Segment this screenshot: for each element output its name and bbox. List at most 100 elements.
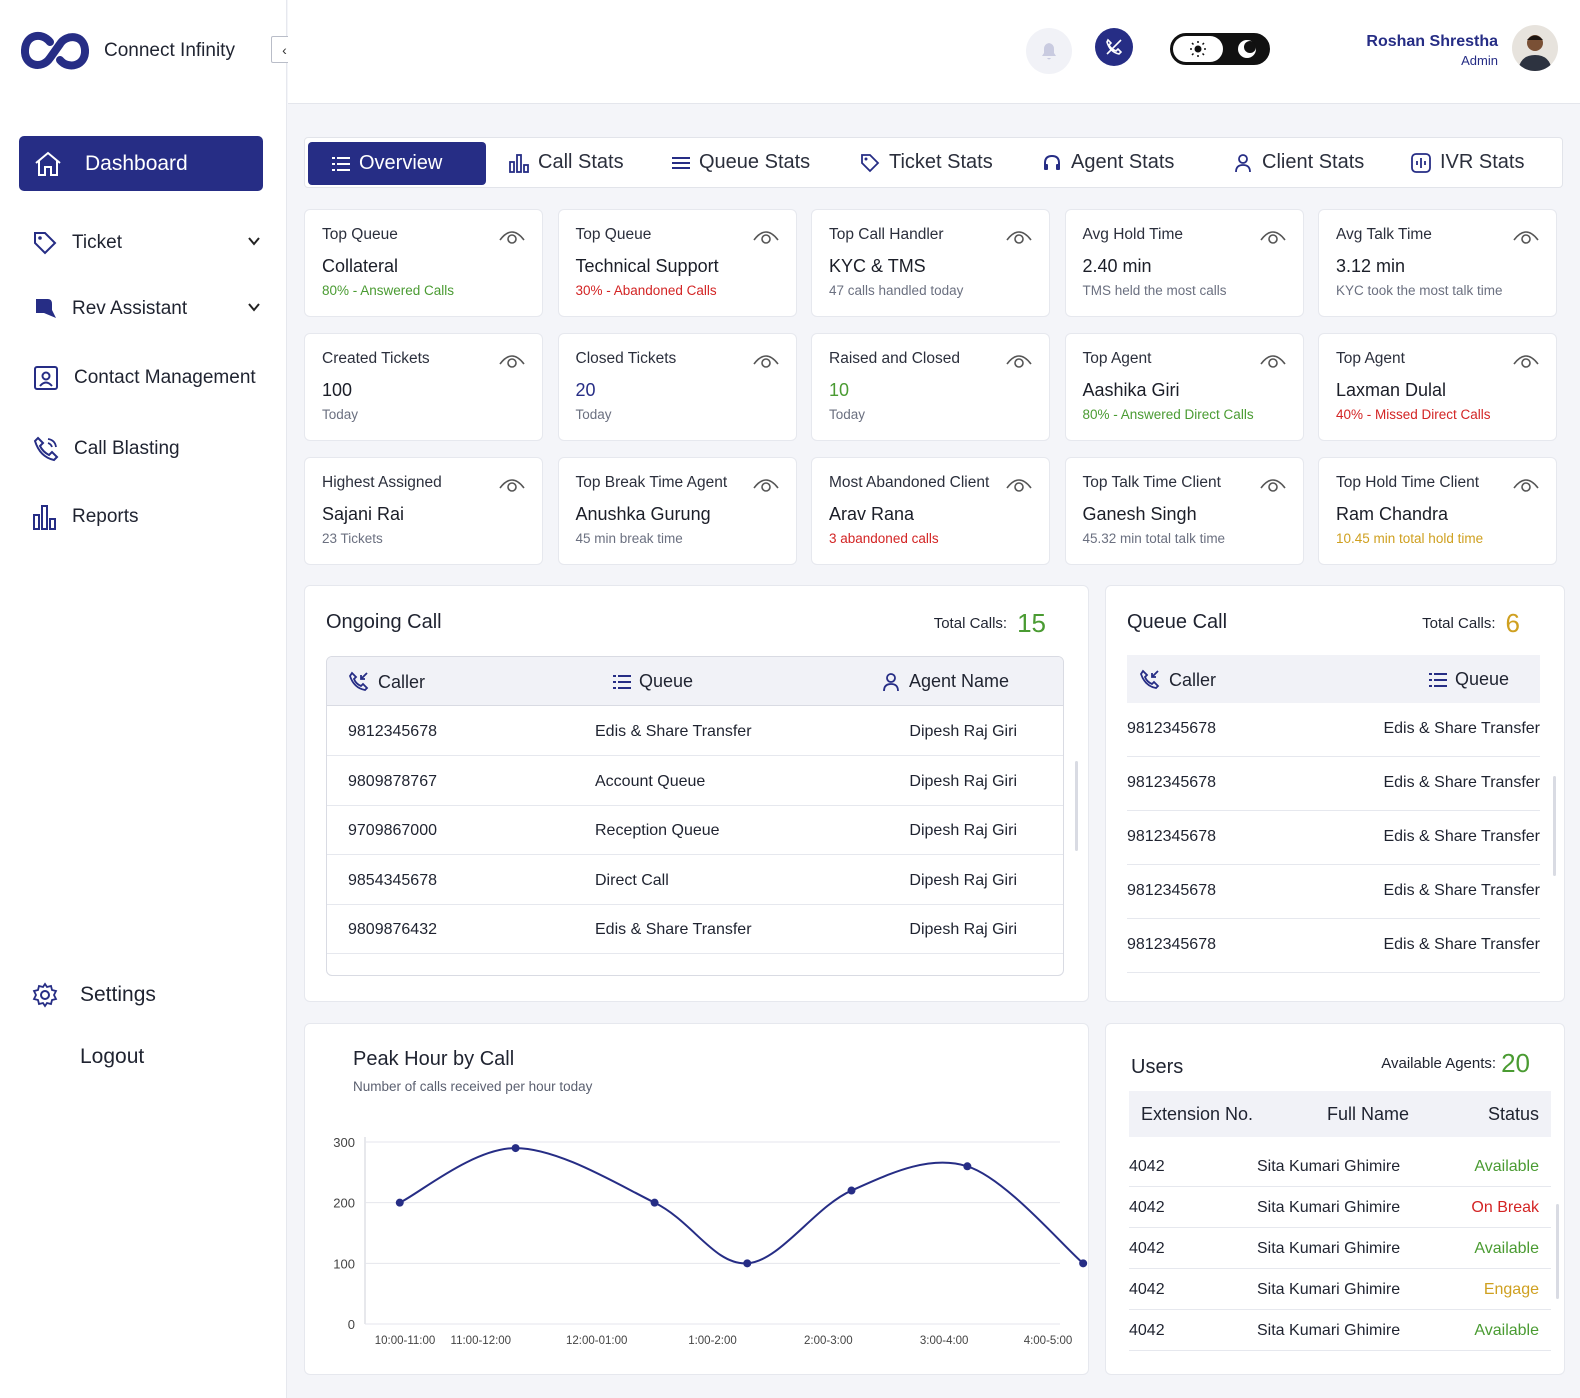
eye-icon[interactable] (498, 474, 526, 494)
header-label: Caller (1169, 669, 1217, 690)
stat-card: Avg Talk Time 3.12 min KYC took the most… (1318, 209, 1557, 317)
table-row[interactable]: 9812345678 Edis & Share Transfer Dipesh … (327, 706, 1063, 756)
queue-name: Edis & Share Transfer (1383, 936, 1540, 953)
card-title: Most Abandoned Client (829, 474, 990, 491)
card-subtext: 30% - Abandoned Calls (575, 283, 717, 298)
agent-name: Dipesh Raj Giri (909, 921, 1017, 938)
tab-queue-stats[interactable]: Queue Stats (672, 138, 810, 187)
logout-button[interactable]: Logout (80, 1045, 144, 1069)
call-toggle-button[interactable] (1095, 28, 1133, 66)
tab-label: Queue Stats (699, 151, 811, 173)
eye-icon[interactable] (1512, 226, 1540, 246)
series-line (399, 1147, 1084, 1265)
data-point[interactable] (847, 1186, 856, 1195)
data-point[interactable] (650, 1198, 659, 1207)
eye-icon[interactable] (1005, 474, 1033, 494)
scrollbar[interactable] (1556, 1204, 1559, 1299)
scrollbar[interactable] (1553, 776, 1556, 876)
eye-icon[interactable] (1512, 350, 1540, 370)
status-badge: Available (1474, 1322, 1539, 1339)
eye-icon[interactable] (498, 226, 526, 246)
table-row[interactable]: 9812345678 Edis & Share Transfer (1127, 703, 1540, 757)
logo[interactable]: Connect Infinity (20, 30, 235, 72)
tab-label: IVR Stats (1440, 151, 1525, 173)
ivr-icon (1411, 152, 1431, 173)
table-row[interactable]: 9809876432 Edis & Share Transfer Dipesh … (327, 904, 1063, 954)
sidebar-item-rev-assistant[interactable]: Rev Assistant (32, 296, 272, 322)
tab-label: Ticket Stats (889, 151, 993, 173)
eye-icon[interactable] (1005, 350, 1033, 370)
list-icon (332, 156, 350, 171)
sidebar-item-call-blasting[interactable]: Call Blasting (32, 435, 180, 463)
tab-agent-stats[interactable]: Agent Stats (1042, 138, 1174, 187)
eye-icon[interactable] (752, 350, 780, 370)
table-row[interactable]: 4042 Sita Kumari Ghimire Available (1129, 1310, 1551, 1351)
sidebar-item-ticket[interactable]: Ticket (32, 230, 272, 256)
eye-icon[interactable] (752, 226, 780, 246)
extension-no: 4042 (1129, 1281, 1165, 1298)
table-row[interactable]: 4042 Sita Kumari Ghimire Available (1129, 1146, 1551, 1187)
sidebar-item-reports[interactable]: Reports (32, 503, 139, 531)
tab-ticket-stats[interactable]: Ticket Stats (860, 138, 993, 187)
eye-icon[interactable] (498, 350, 526, 370)
full-name: Sita Kumari Ghimire (1257, 1158, 1401, 1175)
queue-name: Edis & Share Transfer (1383, 774, 1540, 791)
card-subtext: Today (829, 407, 866, 422)
scrollbar[interactable] (1075, 761, 1078, 851)
sidebar-item-dashboard[interactable]: Dashboard (19, 136, 263, 191)
bell-icon (1042, 43, 1056, 60)
sidebar-item-label: Rev Assistant (72, 298, 188, 319)
eye-icon[interactable] (1259, 226, 1287, 246)
tab-label: Agent Stats (1071, 151, 1175, 173)
sidebar-item-contact-management[interactable]: Contact Management (32, 364, 256, 392)
table-row[interactable]: 9812345678 Edis & Share Transfer (1127, 919, 1540, 973)
table-row[interactable]: 9812345678 Edis & Share Transfer (1127, 865, 1540, 919)
col-caller: Caller (348, 671, 425, 693)
queue-total: Total Calls: 6 (1422, 608, 1520, 639)
app-name: Connect Infinity (104, 40, 235, 61)
top-header: Roshan Shrestha Admin (288, 0, 1580, 104)
x-tick-label: 1:00-2:00 (688, 1335, 737, 1347)
tab-label: Client Stats (1262, 151, 1365, 173)
queue-name: Edis & Share Transfer (595, 723, 752, 740)
card-title: Top Queue (575, 226, 652, 243)
chevron-down-icon (248, 303, 260, 312)
table-row[interactable]: 4042 Sita Kumari Ghimire Available (1129, 1228, 1551, 1269)
notification-button[interactable] (1026, 28, 1072, 74)
eye-icon[interactable] (1259, 474, 1287, 494)
eye-icon[interactable] (1005, 226, 1033, 246)
users-title: Users (1131, 1056, 1184, 1078)
table-row[interactable]: 9854345678 Direct Call Dipesh Raj Giri (327, 855, 1063, 905)
card-title: Raised and Closed (829, 350, 960, 367)
tab-client-stats[interactable]: Client Stats (1233, 138, 1364, 187)
card-subtext: Today (575, 407, 612, 422)
table-row[interactable]: 9709867000 Reception Queue Dipesh Raj Gi… (327, 805, 1063, 855)
avatar[interactable] (1512, 25, 1558, 71)
data-point[interactable] (743, 1259, 752, 1268)
phone-off-icon (1106, 38, 1123, 55)
tab-call-stats[interactable]: Call Stats (509, 138, 624, 187)
table-row[interactable]: 9809878767 Account Queue Dipesh Raj Giri (327, 756, 1063, 806)
caller-number: 9709867000 (348, 822, 437, 839)
table-row[interactable]: 9812345678 Edis & Share Transfer (1127, 757, 1540, 811)
eye-icon[interactable] (752, 474, 780, 494)
available-label: Available Agents: (1381, 1055, 1497, 1072)
table-row[interactable]: 4042 Sita Kumari Ghimire On Break (1129, 1187, 1551, 1228)
tab-overview[interactable]: Overview (308, 142, 486, 185)
eye-icon[interactable] (1512, 474, 1540, 494)
table-row[interactable]: 9812345678 Edis & Share Transfer (1127, 811, 1540, 865)
data-point[interactable] (963, 1162, 972, 1171)
theme-toggle[interactable] (1170, 33, 1270, 65)
status-badge: Available (1474, 1240, 1539, 1257)
card-title: Closed Tickets (575, 350, 677, 367)
table-row[interactable]: 4042 Sita Kumari Ghimire Engage (1129, 1269, 1551, 1310)
ongoing-call-table: Caller Queue Agent Name 9812345678 Edis … (326, 656, 1064, 976)
data-point[interactable] (395, 1198, 404, 1207)
data-point[interactable] (511, 1144, 520, 1153)
eye-icon[interactable] (1259, 350, 1287, 370)
sidebar-item-settings[interactable]: Settings (32, 982, 156, 1008)
tab-ivr-stats[interactable]: IVR Stats (1411, 138, 1524, 187)
data-point[interactable] (1079, 1259, 1088, 1268)
header-label: Queue (639, 671, 694, 691)
x-tick-label: 2:00-3:00 (804, 1335, 853, 1347)
